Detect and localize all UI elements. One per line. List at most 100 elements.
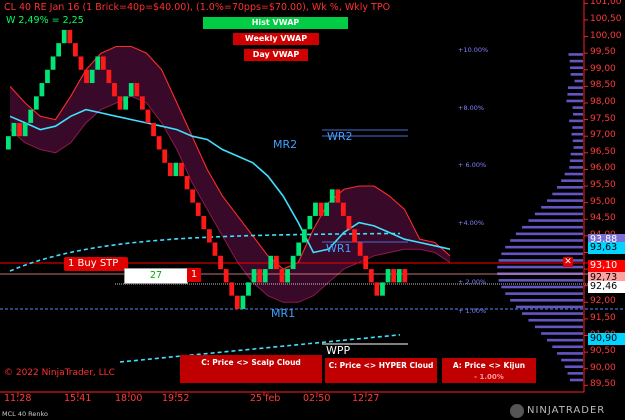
copyright-text: © 2022 NinjaTrader, LLC	[4, 368, 115, 378]
renko-brick	[201, 216, 206, 229]
renko-brick	[67, 30, 72, 43]
profile-bar	[572, 133, 583, 136]
renko-brick	[313, 203, 318, 216]
wr2-label: WR2	[327, 130, 353, 143]
renko-brick	[196, 203, 201, 216]
renko-brick	[308, 216, 313, 229]
renko-brick	[90, 70, 95, 83]
profile-bar	[573, 106, 583, 109]
profile-bar	[570, 60, 583, 63]
profile-bar	[510, 299, 583, 302]
percent-label: + 1.00%	[458, 307, 486, 315]
profile-bar	[541, 206, 583, 209]
renko-brick	[224, 269, 229, 282]
renko-brick	[280, 269, 285, 282]
percent-label: +4.00%	[458, 219, 484, 227]
renko-brick	[296, 243, 301, 256]
profile-bar	[535, 213, 583, 216]
renko-brick	[207, 229, 212, 242]
renko-brick	[174, 163, 179, 176]
renko-brick	[179, 163, 184, 176]
renko-brick	[380, 282, 385, 295]
time-axis-label: 15:41	[64, 393, 91, 404]
profile-bar	[571, 153, 583, 156]
price-axis-label: 97,00	[590, 130, 616, 140]
profile-bar	[547, 199, 583, 202]
renko-brick	[101, 56, 106, 69]
renko-brick	[84, 70, 89, 83]
renko-brick	[73, 43, 78, 56]
renko-brick	[56, 43, 61, 56]
renko-brick	[51, 56, 56, 69]
kijun-button[interactable]: A: Price <> Kijun - 1.00%	[442, 358, 536, 383]
renko-brick	[95, 56, 100, 69]
price-axis-label: 99,00	[590, 64, 616, 74]
profile-bar	[552, 345, 583, 348]
price-axis-label: 89,50	[590, 379, 616, 389]
profile-bar	[522, 226, 583, 229]
day-vwap-button[interactable]: Day VWAP	[244, 49, 308, 61]
profile-bar	[575, 80, 583, 83]
order-qty-box[interactable]: 1	[187, 268, 201, 282]
price-axis-label: 100,50	[590, 14, 622, 24]
renko-brick	[185, 176, 190, 189]
hyper-cloud-button[interactable]: C: Price <> HYPER Cloud	[325, 358, 437, 383]
time-axis-label: 12:27	[352, 393, 379, 404]
profile-bar	[557, 352, 583, 355]
price-axis-label: 96,50	[590, 147, 616, 157]
price-axis-label: 97,50	[590, 114, 616, 124]
renko-brick	[246, 282, 251, 295]
profile-bar	[541, 332, 583, 335]
profile-bar	[499, 279, 583, 282]
renko-brick	[118, 96, 123, 109]
price-tag: 90,90	[588, 333, 625, 345]
buy-stp-order-label[interactable]: 1 Buy STP	[64, 257, 128, 271]
renko-brick	[352, 229, 357, 242]
renko-brick	[23, 123, 28, 136]
renko-brick	[386, 269, 391, 282]
renko-brick	[107, 70, 112, 83]
profile-bar	[565, 365, 583, 368]
renko-brick	[6, 136, 11, 149]
profile-bar	[571, 73, 583, 76]
position-qty-box[interactable]: 27	[124, 268, 188, 284]
scalp-cloud-button[interactable]: C: Price <> Scalp Cloud	[180, 355, 322, 383]
renko-brick	[34, 96, 39, 109]
renko-brick	[263, 269, 268, 282]
renko-brick	[274, 256, 279, 269]
time-axis-label: 18:00	[115, 393, 142, 404]
percent-label: + 6.00%	[458, 161, 486, 169]
profile-bar	[574, 146, 583, 149]
renko-brick	[397, 269, 402, 282]
renko-brick	[257, 269, 262, 282]
hist-vwap-button[interactable]: Hist VWAP	[203, 17, 348, 29]
profile-bar	[552, 193, 583, 196]
cancel-order-icon[interactable]: ✕	[563, 257, 573, 267]
renko-brick	[213, 243, 218, 256]
price-axis-label: 99,50	[590, 47, 616, 57]
renko-brick	[375, 282, 380, 295]
renko-brick	[157, 136, 162, 149]
renko-brick	[129, 83, 134, 96]
renko-brick	[229, 282, 234, 295]
profile-bar	[510, 239, 583, 242]
renko-brick	[285, 269, 290, 282]
profile-bar	[573, 113, 583, 116]
hyper-cloud-label: C: Price <> HYPER Cloud	[329, 361, 434, 370]
renko-brick	[241, 296, 246, 309]
price-axis-label: 100,00	[590, 31, 622, 41]
profile-bar	[568, 372, 583, 375]
renko-brick	[347, 216, 352, 229]
profile-bar	[573, 140, 583, 143]
renko-brick	[62, 30, 67, 43]
renko-brick	[363, 256, 368, 269]
renko-brick	[235, 296, 240, 309]
profile-bar	[547, 339, 583, 342]
time-axis-label: 19:52	[162, 393, 189, 404]
mr1-label: MR1	[271, 307, 295, 320]
renko-brick	[391, 269, 396, 282]
price-axis-label: 94,50	[590, 213, 616, 223]
price-axis-label: 92,00	[590, 296, 616, 306]
weekly-vwap-button[interactable]: Weekly VWAP	[233, 33, 319, 45]
